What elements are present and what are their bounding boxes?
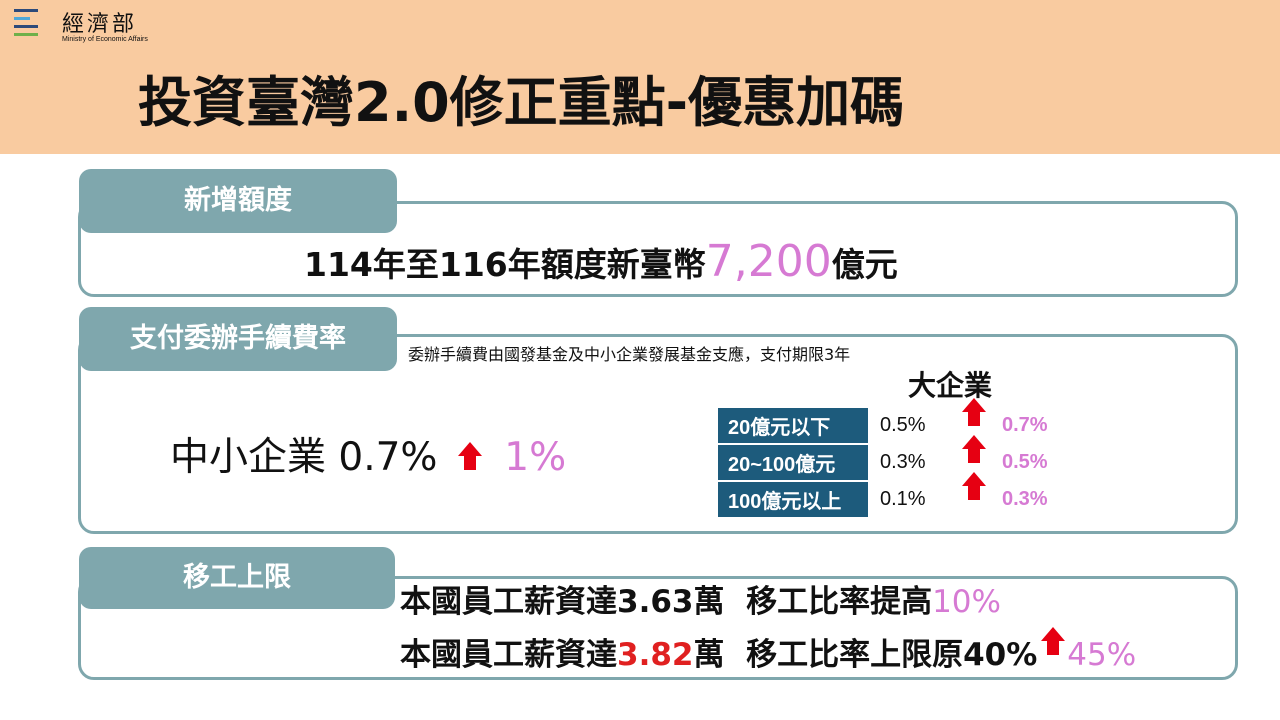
fee-note: 委辦手續費由國發基金及中小企業發展基金支應，支付期限3年 <box>408 345 851 364</box>
table-row: 20~100億元 0.3% 0.5% <box>718 434 1049 480</box>
quota-tab: 新增額度 <box>79 169 397 233</box>
migrant-line-1-text: 本國員工薪資達3.63萬 移工比率提高 <box>400 584 933 620</box>
ministry-name: 經濟部 <box>62 12 138 37</box>
rate-tier-label: 20~100億元 <box>718 445 868 480</box>
table-row: 100億元以上 0.1% 0.3% <box>718 471 1049 517</box>
rate-new-value: 0.7% <box>1002 414 1048 436</box>
ministry-subtitle: Ministry of Economic Affairs <box>62 36 148 43</box>
rate-new-value: 0.3% <box>1002 488 1048 510</box>
migrant-line-2-salary: 3.82 <box>617 637 694 673</box>
up-arrow-icon <box>962 471 986 500</box>
up-arrow-icon <box>457 441 482 470</box>
sme-rate: 中小企業 0.7% 1% <box>170 432 566 484</box>
migrant-line-1: 本國員工薪資達3.63萬 移工比率提高10% <box>400 580 1001 624</box>
rate-tier-label: 20億元以下 <box>718 408 868 443</box>
rate-new-value: 0.5% <box>1002 451 1048 473</box>
rate-old-value: 0.5% <box>880 414 926 436</box>
migrant-worker-tab: 移工上限 <box>79 547 395 609</box>
migrant-line-2-text: 本國員工薪資達 <box>400 637 617 673</box>
quota-line: 114年至116年額度新臺幣7,200億元 <box>304 232 898 295</box>
fee-rate-tab: 支付委辦手續費率 <box>79 307 397 371</box>
header-banner: 經濟部 Ministry of Economic Affairs 投資臺灣2.0… <box>0 0 1280 154</box>
page-title: 投資臺灣2.0修正重點-優惠加碼 <box>138 71 905 134</box>
quota-amount: 7,200 <box>705 236 832 287</box>
large-enterprise-rate-table: 20億元以下 0.5% 0.7% 20~100億元 0.3% 0.5% 100億… <box>718 397 1049 519</box>
migrant-line-2-mid: 萬 移工比率上限原40% <box>693 637 1038 673</box>
migrant-line-2: 本國員工薪資達3.82萬 移工比率上限原40% 45% <box>400 626 1137 677</box>
table-row: 20億元以下 0.5% 0.7% <box>718 397 1049 443</box>
ministry-emblem-icon <box>14 6 40 36</box>
migrant-line-2-value: 45% <box>1067 637 1137 673</box>
quota-text: 114年至116年額度新臺幣 <box>304 245 706 284</box>
rate-tier-label: 100億元以上 <box>718 482 868 517</box>
migrant-line-1-value: 10% <box>932 584 1001 620</box>
sme-rate-label: 中小企業 0.7% <box>170 435 438 480</box>
large-enterprise-title: 大企業 <box>908 369 993 402</box>
up-arrow-icon <box>962 397 986 426</box>
rate-old-value: 0.3% <box>880 451 926 473</box>
up-arrow-icon <box>1041 626 1066 655</box>
up-arrow-icon <box>962 434 986 463</box>
quota-unit: 億元 <box>831 245 898 284</box>
sme-rate-new: 1% <box>504 435 567 480</box>
rate-old-value: 0.1% <box>880 488 926 510</box>
